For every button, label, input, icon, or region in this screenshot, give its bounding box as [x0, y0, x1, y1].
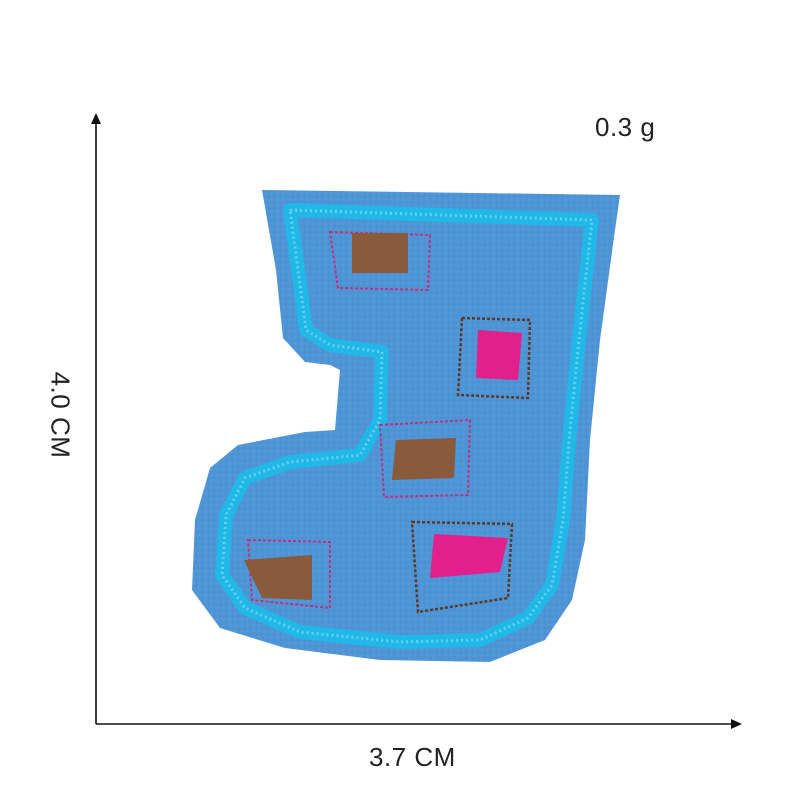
weight-label: 0.3 g: [595, 112, 656, 142]
block-right-magenta: [456, 316, 532, 400]
block-bottom-magenta: [410, 520, 514, 614]
width-label: 3.7 CM: [369, 742, 456, 772]
letter-j-patch: [192, 190, 620, 662]
block-bottom-brown: [244, 538, 331, 610]
block-middle-brown: [378, 418, 472, 499]
width-arrowhead-icon: [731, 719, 742, 729]
height-label: 4.0 CM: [45, 371, 76, 459]
satin-border: [215, 203, 599, 649]
height-arrowhead-icon: [91, 113, 101, 124]
block-top-brown: [328, 230, 432, 292]
